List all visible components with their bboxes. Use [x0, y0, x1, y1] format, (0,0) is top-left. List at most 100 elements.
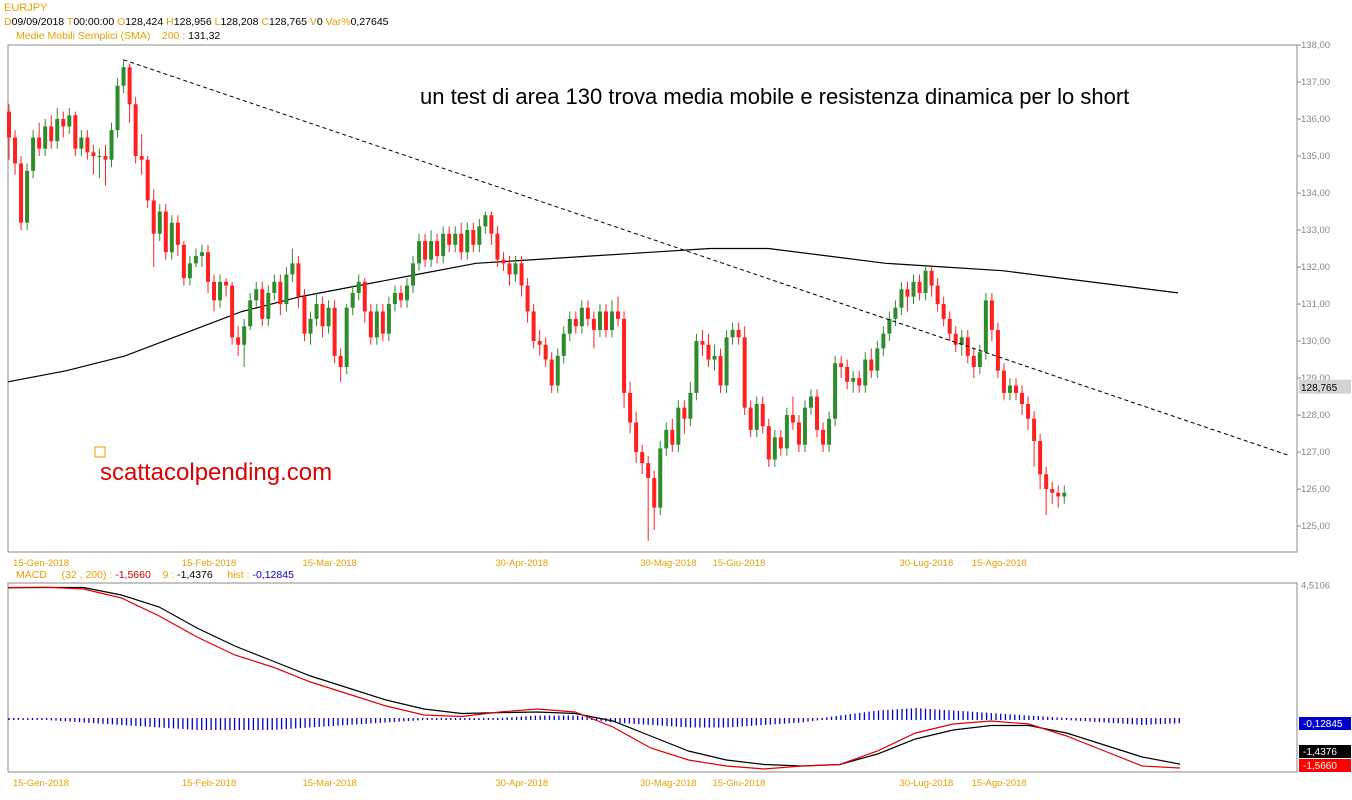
candle-down — [796, 415, 801, 453]
candle-up — [441, 226, 446, 264]
candle-down — [260, 281, 265, 327]
candle-body — [833, 363, 838, 419]
date-label: D — [4, 16, 12, 28]
candle-body — [959, 337, 964, 345]
candle-body — [423, 241, 428, 260]
candle-down — [85, 130, 90, 160]
candle-up — [187, 255, 192, 286]
candle-down — [332, 300, 337, 364]
candle-body — [905, 289, 910, 297]
candle-body — [19, 163, 24, 223]
candle-up — [97, 148, 102, 179]
candle-down — [1026, 396, 1031, 430]
candle-body — [31, 137, 36, 171]
candle-body — [1062, 492, 1067, 497]
candle-down — [338, 348, 343, 382]
candle-body — [61, 119, 66, 127]
candle-up — [597, 304, 602, 338]
candle-body — [169, 222, 174, 253]
candle-down — [766, 418, 771, 467]
candle-up — [31, 130, 36, 179]
candle-up — [254, 281, 259, 308]
candle-down — [778, 429, 783, 456]
candle-up — [218, 274, 223, 308]
macd-badge-label: -1,5660 — [1303, 761, 1337, 772]
candle-body — [628, 392, 633, 423]
candle-body — [1026, 403, 1031, 419]
candle-body — [272, 281, 277, 293]
candle-up — [79, 130, 84, 157]
time-value: 00:00:00 — [73, 16, 115, 28]
candle-body — [115, 85, 120, 131]
candle-body — [97, 156, 102, 158]
volume-value: 0 — [316, 16, 323, 28]
candle-body — [911, 281, 916, 297]
candle-body — [676, 407, 681, 445]
candle-up — [314, 292, 319, 327]
candle-down — [591, 311, 596, 349]
candle-up — [712, 344, 717, 371]
candle-body — [712, 355, 717, 360]
candle-body — [839, 363, 844, 367]
candle-body — [1050, 489, 1055, 493]
candle-body — [133, 104, 138, 157]
candle-body — [314, 304, 319, 319]
candle-down — [368, 304, 373, 345]
candle-body — [465, 230, 470, 253]
candle-body — [121, 67, 126, 86]
candle-down — [718, 348, 723, 393]
candle-body — [899, 289, 904, 308]
candle-down — [1038, 433, 1043, 490]
y-tick-label: 132,00 — [1301, 262, 1330, 273]
candle-body — [748, 407, 753, 430]
y-tick-label: 131,00 — [1301, 299, 1330, 310]
candle-down — [670, 418, 675, 453]
candle-body — [634, 422, 639, 453]
x-tick-label: 15-Ago-2018 — [972, 558, 1027, 569]
candle-body — [193, 255, 198, 264]
candle-down — [682, 400, 687, 434]
candle-down — [471, 222, 476, 253]
candle-body — [543, 344, 548, 360]
candle-body — [109, 130, 114, 160]
candle-body — [567, 318, 572, 334]
candle-up — [911, 274, 916, 305]
candle-up — [417, 233, 422, 271]
candle-body — [971, 355, 976, 367]
ohlc-readout: D09/09/2018 T00:00:00 O128,424 H128,956 … — [4, 16, 389, 28]
candle-body — [290, 263, 295, 275]
candle-body — [37, 137, 42, 149]
candle-body — [827, 418, 832, 445]
candle-body — [555, 355, 560, 386]
candle-down — [459, 222, 464, 260]
candle-down — [748, 400, 753, 438]
candle-up — [386, 296, 391, 342]
candle-down — [652, 470, 657, 530]
y-tick-label: 125,00 — [1301, 521, 1330, 532]
macd-line — [7, 586, 1181, 770]
candle-down — [236, 326, 241, 356]
resistance-trendline — [123, 59, 1291, 457]
candle-body — [935, 285, 940, 305]
candle-body — [845, 366, 850, 382]
candle-body — [579, 307, 584, 327]
watermark-square-icon — [94, 446, 106, 458]
sma-value: 131,32 — [188, 30, 221, 42]
x-tick-label: 15-Giu-2018 — [712, 778, 765, 789]
candle-body — [724, 337, 729, 386]
candle-up — [350, 285, 355, 316]
candle-body — [561, 333, 566, 356]
candle-body — [67, 115, 72, 127]
candle-body — [875, 348, 880, 371]
candle-down — [1044, 466, 1049, 515]
candle-body — [923, 270, 928, 293]
candle-up — [887, 311, 892, 342]
candle-body — [212, 281, 217, 301]
sma-readout: Medie Mobili Semplici (SMA) 200 : 131,32 — [16, 30, 220, 42]
candle-down — [230, 281, 235, 345]
candle-body — [85, 137, 90, 153]
candle-body — [326, 307, 331, 327]
candle-down — [857, 370, 862, 393]
candle-body — [429, 241, 434, 260]
